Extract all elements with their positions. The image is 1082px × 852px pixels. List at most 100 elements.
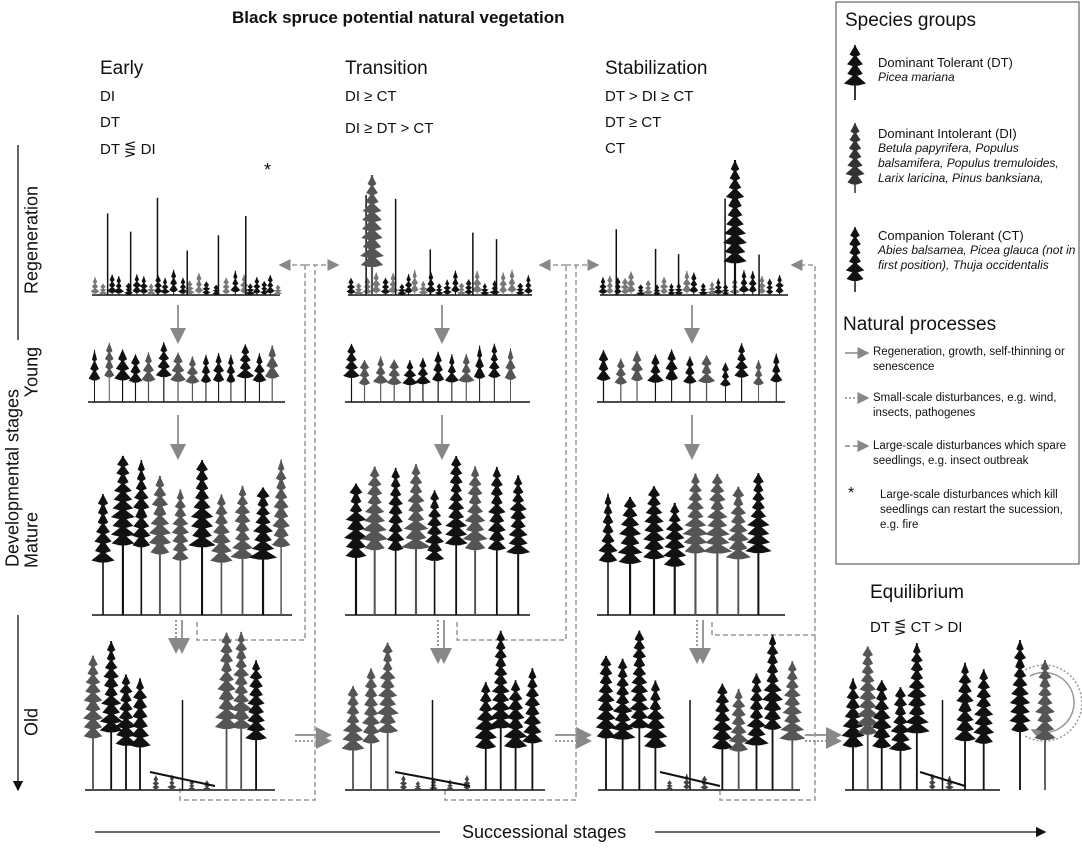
tree <box>362 668 381 744</box>
tree <box>155 342 172 378</box>
tree <box>973 669 995 744</box>
tree <box>745 473 772 554</box>
tree <box>132 274 142 293</box>
tree <box>515 283 525 295</box>
legend-fire-marker: * <box>848 485 855 502</box>
tree <box>1009 640 1031 732</box>
tree <box>488 343 501 378</box>
tree <box>414 781 422 791</box>
tree <box>845 227 865 281</box>
tree <box>236 344 255 379</box>
tree <box>424 490 445 561</box>
tree <box>682 270 692 293</box>
tree <box>643 280 654 295</box>
species-members: Betula papyrifera, Populus balsamifera, … <box>878 141 1059 185</box>
tree <box>271 459 291 548</box>
tree <box>748 271 757 293</box>
tree <box>418 281 428 295</box>
species-members: Abies balsamea, Picea glauca (not in fir… <box>878 243 1076 272</box>
tree <box>689 272 699 293</box>
tree <box>402 360 418 386</box>
tree <box>229 631 253 729</box>
species-name: Dominant Tolerant (DT) <box>878 55 1013 70</box>
tree <box>178 277 188 294</box>
tree <box>214 632 239 730</box>
stage-label: Transition <box>345 58 428 79</box>
tree <box>139 276 149 294</box>
tree <box>360 175 384 267</box>
tree <box>434 283 444 295</box>
tree <box>707 281 718 295</box>
x-axis-label: Successional stages <box>462 822 627 842</box>
fire-marker: * <box>264 160 272 180</box>
tree <box>614 358 628 385</box>
tree <box>630 350 644 382</box>
tree <box>188 460 216 548</box>
tree <box>230 270 241 293</box>
species-item: Dominant Intolerant (DI) Betula papyrifer… <box>878 126 1078 186</box>
tree <box>380 277 391 294</box>
tree <box>240 274 249 293</box>
legend-symbols <box>845 347 870 452</box>
tree <box>725 486 751 560</box>
tree <box>132 460 151 548</box>
tree <box>753 360 764 386</box>
tree <box>845 123 865 185</box>
tree <box>185 356 200 384</box>
tree <box>245 283 256 295</box>
stage-formula: CT <box>605 140 625 157</box>
tree <box>635 284 646 295</box>
tree <box>442 279 452 294</box>
tree <box>104 342 115 378</box>
species-name: Companion Tolerant (CT) <box>878 228 1024 243</box>
tree <box>504 348 517 380</box>
tree <box>210 494 233 563</box>
tree <box>458 353 475 383</box>
tree <box>387 272 399 293</box>
tree <box>160 277 170 294</box>
tree <box>115 674 137 746</box>
tree <box>252 353 267 383</box>
tree <box>169 269 179 292</box>
tree <box>141 352 156 382</box>
axis-arrows <box>12 145 1047 838</box>
tree <box>719 362 731 387</box>
tree <box>856 646 879 735</box>
tree <box>376 642 399 734</box>
species-item: Dominant Tolerant (DT) Picea mariana <box>878 55 1078 85</box>
tree <box>107 274 117 293</box>
tree <box>346 277 356 294</box>
tree <box>499 272 507 293</box>
tree <box>682 473 709 554</box>
tree <box>371 272 381 293</box>
process-item: Small-scale disturbances, e.g. wind, ins… <box>873 392 1057 419</box>
tree <box>472 270 483 293</box>
tree <box>456 282 467 295</box>
tree <box>386 467 405 551</box>
tree <box>487 466 507 551</box>
tree <box>744 673 769 746</box>
tree <box>503 680 528 749</box>
tree <box>522 668 543 744</box>
tree <box>99 641 123 733</box>
tree <box>90 277 100 294</box>
tree <box>167 774 177 789</box>
tree <box>647 354 664 383</box>
tree <box>253 277 261 294</box>
tree <box>711 683 734 750</box>
tree <box>762 634 784 730</box>
tree <box>343 343 360 378</box>
tree <box>248 487 278 560</box>
tree <box>766 278 774 294</box>
title: Black spruce potential natural vegetatio… <box>232 8 565 27</box>
tree <box>666 780 673 791</box>
legend-title: Species groups <box>845 10 976 31</box>
tree <box>775 275 784 294</box>
tree <box>372 356 389 384</box>
tree <box>614 277 622 294</box>
tree <box>596 350 611 381</box>
tree <box>841 678 865 748</box>
tree <box>152 775 160 790</box>
stage-formula: DI <box>100 88 115 105</box>
